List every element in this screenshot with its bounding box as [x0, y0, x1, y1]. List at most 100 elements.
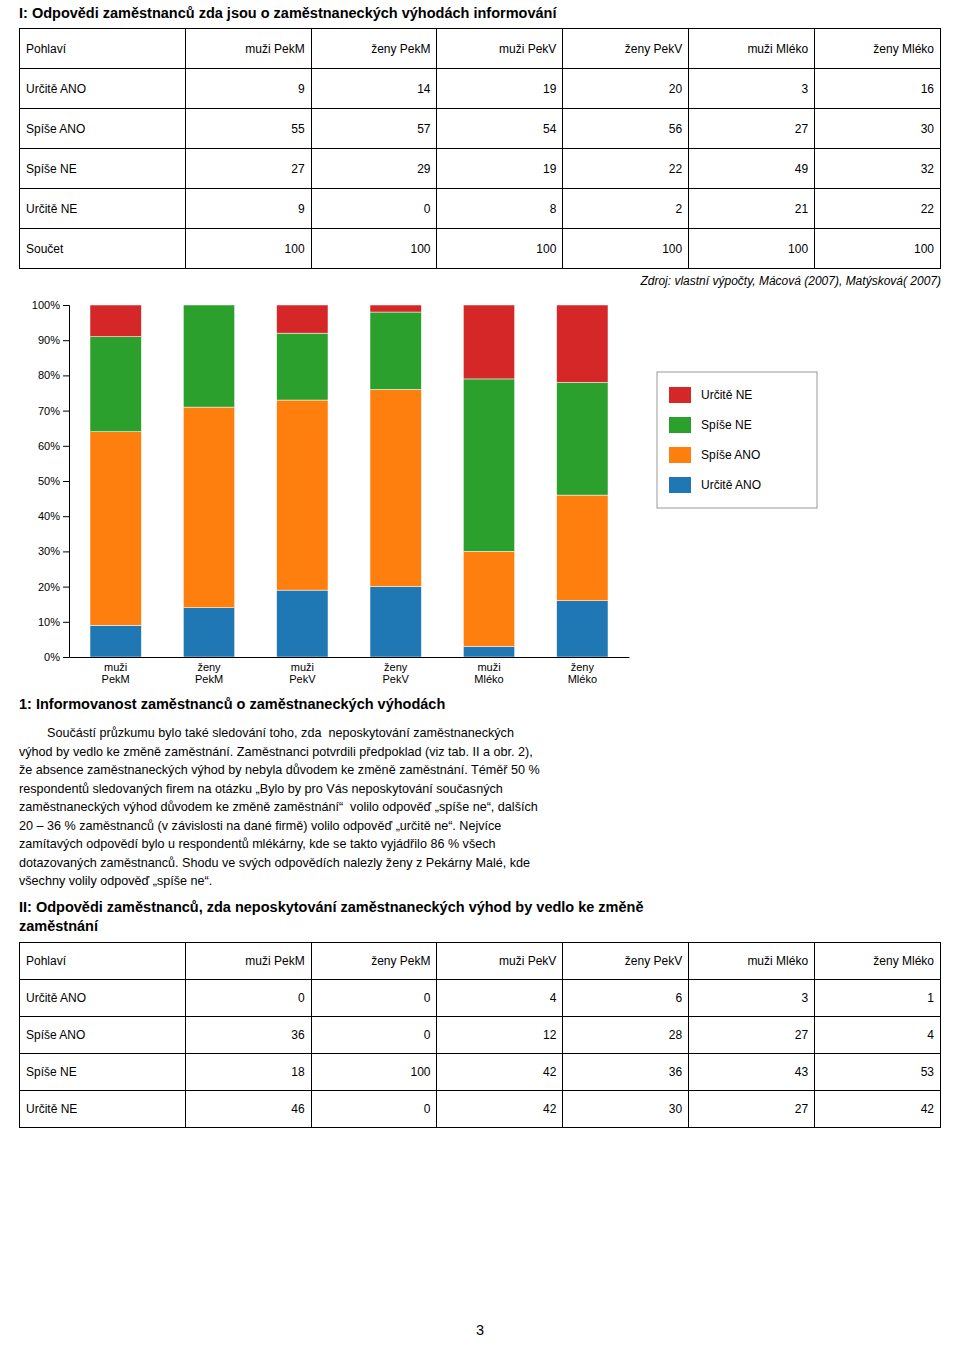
chart-title: 1: Informovanost zaměstnanců o zaměstnan…	[19, 696, 445, 712]
tick: 40%	[38, 510, 69, 522]
tick-mark	[63, 340, 69, 341]
table-cell: 8	[437, 189, 563, 229]
axis-line	[63, 306, 70, 658]
table-cell: muži PekM	[185, 29, 311, 69]
tick-label: 80%	[38, 369, 60, 381]
tick: ženyMléko	[568, 657, 597, 685]
tick-label: ženyPekM	[195, 661, 223, 686]
table-cell: 1	[815, 980, 941, 1017]
bar-segment	[277, 333, 328, 400]
table-row: Spíše NE272919224932	[20, 149, 941, 189]
table-row: Určitě ANO004631	[20, 980, 941, 1017]
row-label: Spíše NE	[20, 1054, 186, 1091]
table-cell: 0	[311, 1091, 437, 1128]
table-cell: 49	[689, 149, 815, 189]
bar-segment	[183, 305, 234, 407]
table-cell: 0	[311, 189, 437, 229]
text-line: všechny volily odpověď „spíše ne“.	[19, 872, 941, 891]
bar-segment	[557, 601, 608, 657]
table-cell: 22	[563, 149, 689, 189]
table-row: Spíše ANO3601228274	[20, 1017, 941, 1054]
tick-label: 40%	[38, 510, 60, 522]
table-cell: 36	[185, 1017, 311, 1054]
row-label: Spíše NE	[20, 149, 186, 189]
tick-mark	[63, 411, 69, 412]
bar-segment	[90, 337, 141, 432]
heading-line: zaměstnání	[19, 917, 941, 936]
legend-swatch	[669, 477, 691, 493]
legend-swatch	[669, 417, 691, 433]
table-cell: 27	[689, 1091, 815, 1128]
bar-segment	[557, 495, 608, 601]
bar-segment	[277, 305, 328, 333]
table-cell: 42	[437, 1091, 563, 1128]
table-cell: 9	[185, 189, 311, 229]
legend-swatch	[669, 447, 691, 463]
tick: 0%	[44, 651, 69, 663]
text-line: že absence zaměstnaneckých výhod by neby…	[19, 761, 941, 780]
body-text: Součástí průzkumu bylo také sledování to…	[19, 724, 941, 891]
legend-label: Určitě NE	[701, 388, 752, 402]
table-cell: ženy PekV	[563, 943, 689, 980]
legend-label: Spíše ANO	[701, 448, 760, 462]
bar-segment	[183, 608, 234, 657]
chart: 0%10%20%30%40%50%60%70%80%90%100%mužiPek…	[19, 297, 941, 717]
tick: 30%	[38, 545, 69, 557]
table-cell: 100	[185, 229, 311, 269]
tick: 90%	[38, 334, 69, 346]
table-cell: 36	[563, 1054, 689, 1091]
tick-mark	[63, 446, 69, 447]
tick-mark	[63, 587, 69, 588]
tick-mark	[63, 657, 69, 658]
table-cell: 3	[689, 980, 815, 1017]
table-row: Pohlavímuži PekMženy PekMmuži PekVženy P…	[20, 943, 941, 980]
tick-mark	[63, 516, 69, 517]
table-cell: ženy PekM	[311, 943, 437, 980]
table-cell: 14	[311, 69, 437, 109]
text-line: zaměstnaneckých výhod důvodem ke změně z…	[19, 798, 941, 817]
bar-segment	[557, 305, 608, 382]
table-cell: 2	[563, 189, 689, 229]
table-cell: 56	[563, 109, 689, 149]
page-number: 3	[19, 1318, 941, 1343]
table-row: Určitě ANO9141920316	[20, 69, 941, 109]
table-cell: 4	[815, 1017, 941, 1054]
bar-segment	[370, 312, 421, 389]
table-cell: 0	[311, 980, 437, 1017]
table-cell: muži PekV	[437, 29, 563, 69]
bar-segment	[557, 382, 608, 495]
text-line: respondentů sledovaných firem na otázku …	[19, 780, 941, 799]
table-block: Pohlavímuži PekMženy PekMmuži PekVženy P…	[19, 28, 941, 269]
table-cell: 30	[563, 1091, 689, 1128]
table-cell: 0	[185, 980, 311, 1017]
tick-label: 70%	[38, 405, 60, 417]
table-cell: 9	[185, 69, 311, 109]
series	[90, 587, 608, 657]
table-cell: muži Mléko	[689, 943, 815, 980]
tick: 100%	[32, 299, 69, 311]
legend-swatch	[669, 387, 691, 403]
table-cell: ženy Mléko	[815, 29, 941, 69]
row-label: Spíše ANO	[20, 109, 186, 149]
table-cell: 100	[311, 1054, 437, 1091]
table-row: Pohlavímuži PekMženy PekMmuži PekVženy P…	[20, 29, 941, 69]
table-cell: 4	[437, 980, 563, 1017]
bar-segment	[370, 305, 421, 312]
text-line: zamítavých odpovědí bylo u respondentů m…	[19, 835, 941, 854]
heading: I: Odpovědi zaměstnanců zda jsou o zaměs…	[19, 2, 941, 24]
bar-segment	[463, 379, 514, 551]
table-cell: 57	[311, 109, 437, 149]
table-cell: 43	[689, 1054, 815, 1091]
legend-label: Spíše NE	[701, 418, 752, 432]
table-cell: 18	[185, 1054, 311, 1091]
tick-label: ženyPekV	[383, 661, 410, 686]
bar-segment	[277, 400, 328, 590]
table-cell: ženy PekM	[311, 29, 437, 69]
legend-frame	[657, 372, 817, 508]
table-cell: 100	[563, 229, 689, 269]
legend: Určitě NESpíše NESpíše ANOUrčitě ANO	[657, 372, 817, 508]
text-line: výhod by vedlo ke změně zaměstnání. Zamě…	[19, 743, 941, 762]
bar-segment	[370, 389, 421, 586]
heading: II: Odpovědi zaměstnanců, zda neposkytov…	[19, 898, 941, 936]
table-cell: 16	[815, 69, 941, 109]
